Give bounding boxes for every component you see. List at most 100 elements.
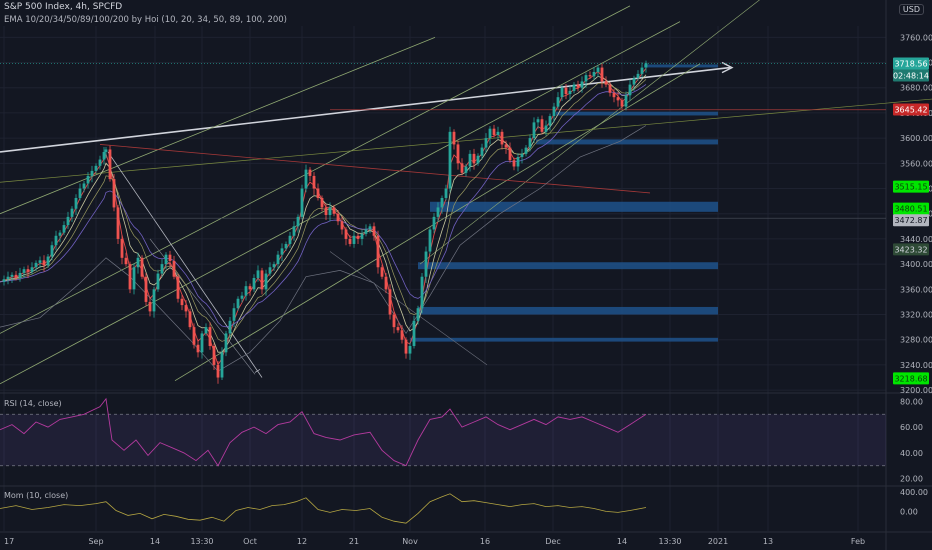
- time-tick-label: 13: [763, 537, 773, 546]
- candle-body: [184, 305, 188, 312]
- ema-line-long: [0, 125, 647, 372]
- candle-body: [612, 92, 616, 98]
- candle-body: [368, 226, 372, 230]
- price-tick-label: 3280.00: [900, 336, 932, 345]
- candle-body: [448, 131, 452, 189]
- candle-body: [512, 160, 516, 167]
- price-tick-label: 3400.00: [900, 260, 932, 269]
- candle-body: [408, 346, 412, 354]
- currency-label[interactable]: USD: [898, 4, 924, 15]
- candle-body: [584, 75, 588, 82]
- time-tick-label: 16: [480, 537, 490, 546]
- candle-body: [596, 67, 600, 72]
- candle-body: [432, 216, 436, 230]
- candle-body: [26, 269, 30, 272]
- candle-body: [86, 175, 90, 184]
- momentum-line: [0, 493, 647, 524]
- candle-body: [70, 208, 74, 217]
- candle-body: [94, 165, 98, 171]
- candle-body: [424, 251, 428, 277]
- indicator-legend[interactable]: EMA 10/20/34/50/89/100/200 by Hoi (10, 2…: [4, 15, 287, 25]
- support-zone: [418, 262, 718, 270]
- rsi-tick-label: 20.00: [900, 475, 923, 484]
- candle-body: [42, 260, 46, 266]
- grey-diagonal: [329, 251, 488, 366]
- candle-body: [176, 276, 180, 299]
- candle-body: [208, 327, 212, 347]
- candles: [2, 60, 648, 384]
- candle-body: [316, 188, 320, 198]
- red-trendline: [99, 144, 651, 194]
- ema-line: [0, 84, 647, 328]
- last-price-tag: 3718.56: [894, 59, 927, 68]
- candle-body: [640, 67, 644, 74]
- candle-body: [216, 364, 220, 378]
- candle-body: [50, 245, 54, 257]
- candle-body: [204, 327, 208, 334]
- price-tick-label: 3240.00: [900, 361, 932, 370]
- candle-body: [276, 254, 280, 265]
- chart-title: S&P 500 Index, 4h, SPCFD: [4, 2, 123, 12]
- candle-body: [264, 273, 268, 290]
- candle-body: [524, 147, 528, 154]
- candle-body: [256, 270, 260, 278]
- candle-body: [296, 216, 300, 227]
- rsi-tick-label: 40.00: [900, 449, 923, 458]
- candle-body: [232, 308, 236, 321]
- decline-line: [149, 238, 256, 375]
- candle-body: [468, 153, 472, 167]
- candle-body: [300, 188, 304, 217]
- time-tick-label: Oct: [243, 537, 257, 546]
- candle-body: [624, 95, 628, 107]
- candle-body: [252, 277, 256, 290]
- green-tag-1: 3515.15: [894, 183, 927, 192]
- candle-body: [54, 235, 58, 246]
- candle-body: [568, 90, 572, 95]
- dark-level-tag: 3423.32: [894, 245, 927, 254]
- support-zones: [410, 64, 718, 342]
- candle-body: [6, 276, 10, 280]
- candle-body: [440, 197, 444, 208]
- candle-body: [2, 279, 6, 282]
- candle-body: [388, 289, 392, 315]
- time-tick-label: 14: [617, 537, 627, 546]
- channel-line: [0, 36, 436, 215]
- candle-body: [352, 235, 356, 244]
- candle-body: [212, 346, 216, 365]
- price-tick-label: 3760.00: [900, 33, 932, 42]
- candle-body: [196, 344, 200, 353]
- candle-body: [82, 183, 86, 189]
- candle-body: [10, 274, 14, 277]
- candle-body: [152, 289, 156, 312]
- candle-body: [560, 87, 564, 98]
- price-tick-label: 3360.00: [900, 285, 932, 294]
- price-tick-label: 3680.00: [900, 84, 932, 93]
- mom-title: Mom (10, close): [4, 491, 68, 500]
- support-zone: [556, 111, 718, 116]
- candle-body: [340, 221, 344, 230]
- candle-body: [308, 169, 312, 176]
- candle-body: [496, 131, 500, 135]
- olive-trendline: [0, 98, 932, 183]
- candle-body: [30, 267, 34, 272]
- time-axis[interactable]: 17 Sep 14 13:30 Oct 12 21 Nov 16 Dec 14 13:30 2021 13…: [4, 537, 865, 546]
- mom-tick-label: 0.00: [900, 507, 918, 516]
- red-level-tag: 3645.42: [894, 106, 927, 115]
- rsi-pane: RSI (14, close): [0, 397, 886, 467]
- candle-body: [240, 295, 244, 299]
- candle-body: [544, 125, 548, 132]
- candle-body: [532, 122, 536, 139]
- price-tags: 3718.56 02:48:14 3645.42 3515.15 3480.51 3472…: [893, 57, 929, 385]
- support-zone: [430, 201, 718, 212]
- candle-body: [500, 131, 504, 145]
- candle-body: [312, 175, 316, 189]
- green-tag-1-bg: [893, 180, 929, 193]
- candle-body: [156, 273, 160, 290]
- candle-body: [564, 87, 568, 95]
- candle-body: [636, 73, 640, 79]
- candle-body: [604, 81, 608, 85]
- candle-body: [444, 188, 448, 198]
- candle-body: [18, 272, 22, 278]
- candle-body: [460, 163, 464, 173]
